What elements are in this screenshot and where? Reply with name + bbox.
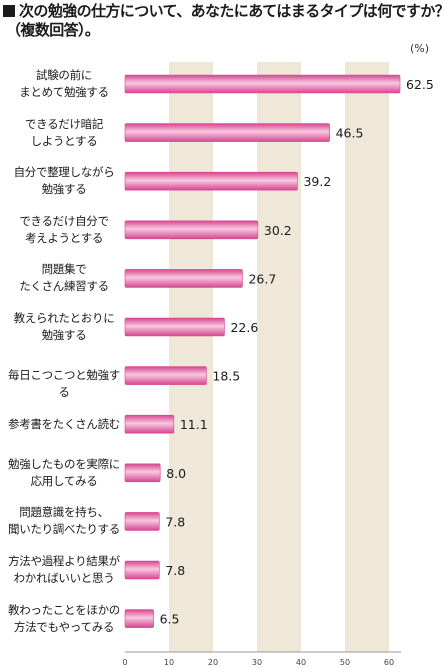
bar-10 <box>124 560 160 580</box>
bar-2 <box>124 171 298 191</box>
bar-4 <box>124 269 243 288</box>
category-label-0: 試験の前に まとめて勉強する <box>19 68 109 99</box>
category-label-5: 教えられたとおりに 勉強する <box>13 311 115 342</box>
shaded-band-2 <box>345 62 389 652</box>
shaded-bands <box>169 62 389 652</box>
category-label-4: 問題集で たくさん練習する <box>19 262 109 294</box>
shaded-band-0 <box>169 62 213 652</box>
category-label-3: できるだけ自分で 考えようとする <box>19 213 109 245</box>
bar-value-label-3: 30.2 <box>264 223 292 238</box>
bar-value-label-1: 46.5 <box>336 126 364 141</box>
category-label-10: 方法や過程より結果が わかればいいと思う <box>8 554 120 585</box>
bar-value-label-11: 6.5 <box>160 612 180 627</box>
bar-1 <box>124 123 330 142</box>
chart-title-line-1: 次の勉強の仕方について、あなたにあてはまるタイプは何ですか？ <box>3 3 447 20</box>
x-tick-label: 10 <box>164 658 174 667</box>
title-square-marker <box>3 5 15 17</box>
bar-value-label-7: 11.1 <box>180 417 208 432</box>
category-label-2: 自分で整理しながら 勉強する <box>13 165 115 197</box>
chart-title-line-2: （複数回答）。 <box>6 21 100 39</box>
shaded-band-1 <box>257 62 301 652</box>
category-label-8: 勉強したものを実際に 応用してみる <box>8 456 120 488</box>
x-tick-label: 30 <box>252 658 262 667</box>
category-label-9: 問題意識を持ち、 聞いたり調べたりする <box>8 505 120 537</box>
category-label-6: 毎日こつこつと勉強する <box>8 368 120 400</box>
x-tick-label: 60 <box>384 658 394 667</box>
bar-value-label-2: 39.2 <box>303 174 331 189</box>
unit-label: (%) <box>410 42 430 55</box>
x-tick-label: 20 <box>208 658 218 667</box>
bar-8 <box>124 463 161 483</box>
bars: 62.5 46.5 39.2 30.2 26.7 22.6 18.5 11.1 8.0 7.8 7.… <box>124 74 434 628</box>
category-label-7: 参考書をたくさん読む <box>8 416 120 431</box>
x-tick-label: 0 <box>122 658 127 667</box>
bar-value-label-4: 26.7 <box>248 271 276 286</box>
bar-value-label-10: 7.8 <box>165 563 185 578</box>
bar-5 <box>124 317 225 337</box>
bar-11 <box>124 609 154 628</box>
x-tick-label: 50 <box>340 658 350 667</box>
bar-9 <box>124 512 160 531</box>
bar-value-label-5: 22.6 <box>230 320 258 335</box>
bar-value-label-0: 62.5 <box>406 77 434 92</box>
bar-value-label-9: 7.8 <box>165 514 185 529</box>
x-axis: 0 10 20 30 40 50 60 <box>122 651 401 667</box>
category-label-1: できるだけ暗記 しようとする <box>24 116 104 148</box>
x-tick-label: 40 <box>296 658 306 667</box>
bar-0 <box>124 74 401 94</box>
chart-title-text-1: 次の勉強の仕方について、あなたにあてはまるタイプは何ですか？ <box>19 2 447 20</box>
category-label-11: 教わったことをほかの 方法でもやってみる <box>8 602 120 634</box>
bar-6 <box>124 366 207 385</box>
bar-value-label-6: 18.5 <box>212 369 240 384</box>
bar-7 <box>124 414 175 434</box>
bar-value-label-8: 8.0 <box>166 466 186 481</box>
bar-3 <box>124 220 259 240</box>
